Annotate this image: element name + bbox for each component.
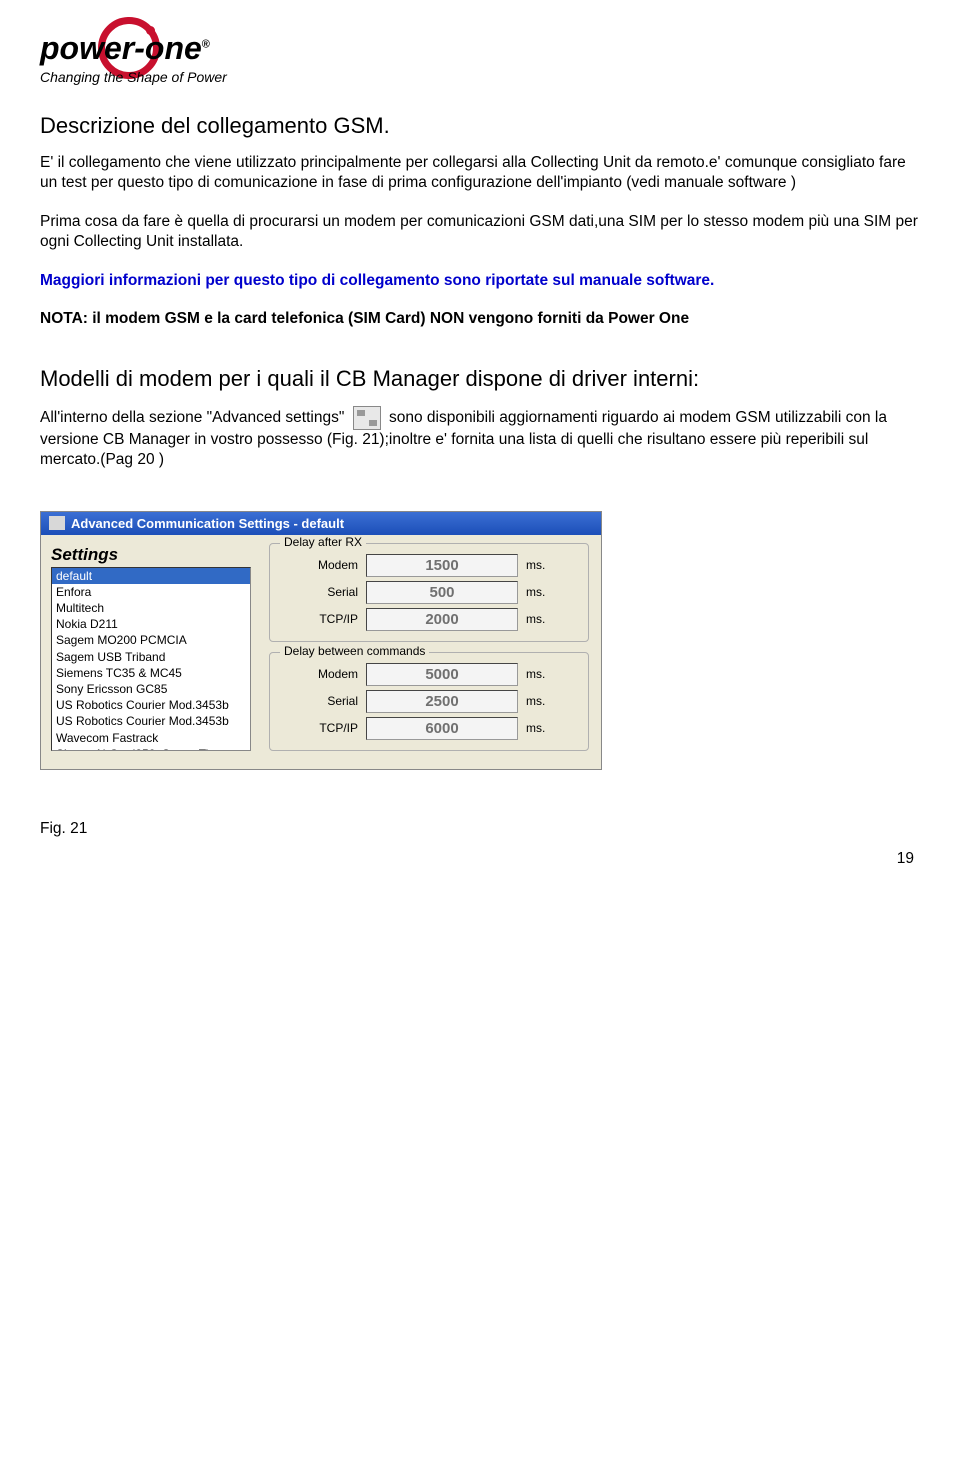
settings-grid-icon <box>353 406 381 430</box>
list-item[interactable]: US Robotics Courier Mod.3453b <box>52 697 250 713</box>
list-item[interactable]: Wavecom Fastrack <box>52 730 250 746</box>
field-row: Serial 2500 ms. <box>284 690 574 713</box>
list-item[interactable]: Sagem USB Triband <box>52 649 250 665</box>
field-label: Serial <box>284 585 366 599</box>
field-unit: ms. <box>518 558 545 572</box>
field-row: TCP/IP 2000 ms. <box>284 608 574 631</box>
list-item[interactable]: Sierra_AirCard850_Smsc_Tim <box>52 746 250 751</box>
field-row: Modem 5000 ms. <box>284 663 574 686</box>
list-item[interactable]: Sagem MO200 PCMCIA <box>52 632 250 648</box>
bold-note: NOTA: il modem GSM e la card telefonica … <box>40 309 920 329</box>
serial-cmd-input[interactable]: 2500 <box>366 690 518 713</box>
section-heading-1: Descrizione del collegamento GSM. <box>40 113 920 139</box>
groupbox-delay-cmd: Delay between commands Modem 5000 ms. Se… <box>269 652 589 751</box>
list-item[interactable]: Multitech <box>52 600 250 616</box>
logo-word: power-one <box>40 30 202 66</box>
paragraph-3: All'interno della sezione "Advanced sett… <box>40 406 920 471</box>
blue-note: Maggiori informazioni per questo tipo di… <box>40 271 920 291</box>
field-label: Modem <box>284 667 366 681</box>
registered-mark: ® <box>202 38 210 50</box>
modem-cmd-input[interactable]: 5000 <box>366 663 518 686</box>
field-label: TCP/IP <box>284 721 366 735</box>
paragraph-2: Prima cosa da fare è quella di procurars… <box>40 212 920 253</box>
field-unit: ms. <box>518 585 545 599</box>
logo-tagline: Changing the Shape of Power <box>40 69 920 85</box>
page-number: 19 <box>40 850 920 868</box>
field-unit: ms. <box>518 612 545 626</box>
dialog-titlebar: Advanced Communication Settings - defaul… <box>41 512 601 535</box>
field-label: TCP/IP <box>284 612 366 626</box>
field-row: Serial 500 ms. <box>284 581 574 604</box>
paragraph-1: E' il collegamento che viene utilizzato … <box>40 153 920 194</box>
list-item[interactable]: default <box>52 568 250 584</box>
dialog-body: Settings default Enfora Multitech Nokia … <box>41 535 601 769</box>
figure-label: Fig. 21 <box>40 820 920 838</box>
fields-column: Delay after RX Modem 1500 ms. Serial 500… <box>251 535 601 769</box>
list-item[interactable]: Nokia D211 <box>52 616 250 632</box>
section-heading-2: Modelli di modem per i quali il CB Manag… <box>40 366 920 392</box>
logo-block: power-one® Changing the Shape of Power <box>40 30 920 85</box>
dialog-title-icon <box>49 516 65 530</box>
field-label: Serial <box>284 694 366 708</box>
list-item[interactable]: Enfora <box>52 584 250 600</box>
modem-rx-input[interactable]: 1500 <box>366 554 518 577</box>
settings-heading: Settings <box>51 545 251 565</box>
groupbox-title: Delay between commands <box>280 644 429 658</box>
field-row: TCP/IP 6000 ms. <box>284 717 574 740</box>
field-unit: ms. <box>518 721 545 735</box>
field-unit: ms. <box>518 667 545 681</box>
groupbox-delay-rx: Delay after RX Modem 1500 ms. Serial 500… <box>269 543 589 642</box>
field-unit: ms. <box>518 694 545 708</box>
tcpip-rx-input[interactable]: 2000 <box>366 608 518 631</box>
list-item[interactable]: Sony Ericsson GC85 <box>52 681 250 697</box>
dialog-title-text: Advanced Communication Settings - defaul… <box>71 516 344 531</box>
list-item[interactable]: Siemens TC35 & MC45 <box>52 665 250 681</box>
tcpip-cmd-input[interactable]: 6000 <box>366 717 518 740</box>
settings-column: Settings default Enfora Multitech Nokia … <box>41 535 251 769</box>
field-label: Modem <box>284 558 366 572</box>
field-row: Modem 1500 ms. <box>284 554 574 577</box>
groupbox-title: Delay after RX <box>280 535 366 549</box>
logo-brand: power-one® <box>40 30 210 67</box>
list-item[interactable]: US Robotics Courier Mod.3453b <box>52 713 250 729</box>
serial-rx-input[interactable]: 500 <box>366 581 518 604</box>
dialog-screenshot: Advanced Communication Settings - defaul… <box>40 511 602 770</box>
para3-part-a: All'interno della sezione "Advanced sett… <box>40 409 344 426</box>
document-page: power-one® Changing the Shape of Power D… <box>0 0 960 888</box>
settings-listbox[interactable]: default Enfora Multitech Nokia D211 Sage… <box>51 567 251 751</box>
